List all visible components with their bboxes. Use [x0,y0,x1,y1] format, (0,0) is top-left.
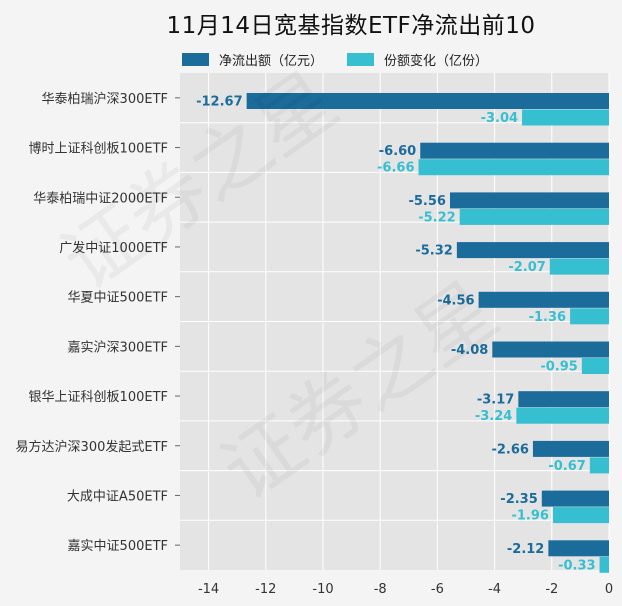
data-label-net-outflow: -5.32 [415,244,452,259]
y-category-label: 华泰柏瑞中证2000ETF [33,191,168,206]
bar-net-outflow [478,291,609,308]
bar-share-change [522,109,609,126]
legend-swatch-share-change [347,52,375,66]
bar-share-change [459,208,609,225]
x-tick-label: -8 [374,582,387,597]
bar-net-outflow [420,142,609,159]
data-label-net-outflow: -12.67 [196,95,243,110]
legend-item-net-outflow: 净流出额（亿元） [182,50,323,69]
chart-title: 11月14日宽基指数ETF净流出前10 [166,13,536,39]
data-label-share-change: -1.96 [511,509,548,524]
bar-net-outflow [492,341,609,358]
data-label-net-outflow: -2.66 [491,442,528,457]
y-category-label: 银华上证科创板100ETF [29,390,168,405]
bar-net-outflow [246,93,609,109]
data-label-net-outflow: -3.17 [477,393,514,408]
y-category-label: 嘉实沪深300ETF [68,339,168,355]
bar-share-change [581,358,609,374]
y-category-label: 易方达沪深300发起式ETF [16,439,168,455]
bar-net-outflow [548,540,609,557]
y-category-label: 广发中证1000ETF [59,240,168,256]
data-label-share-change: -3.04 [481,111,518,126]
bar-share-change [552,507,609,524]
y-category-label: 华夏中证500ETF [68,291,168,306]
data-label-net-outflow: -4.08 [451,343,488,358]
x-tick-label: -14 [198,582,219,597]
x-tick-label: 0 [605,582,613,597]
y-category-label: 华泰柏瑞沪深300ETF [42,91,168,107]
bar-net-outflow [518,391,609,408]
x-tick-label: -4 [488,582,501,597]
x-tick-label: -12 [255,582,276,597]
data-label-share-change: -6.66 [377,161,414,176]
legend: 净流出额（亿元） 份额变化（亿份） [182,48,512,70]
bar-share-change [589,457,609,474]
x-tick-label: -2 [545,582,558,597]
bar-share-change [570,308,609,325]
y-category-label: 大成中证A50ETF [67,489,168,504]
data-label-net-outflow: -2.12 [507,542,544,557]
legend-label-share-change: 份额变化（亿份） [384,53,489,69]
data-label-share-change: -0.95 [540,360,577,375]
data-label-share-change: -5.22 [418,210,455,225]
data-label-net-outflow: -5.56 [408,194,445,209]
bar-share-change [599,556,609,573]
legend-swatch-net-outflow [182,52,209,66]
y-category-label: 嘉实中证500ETF [68,539,168,554]
data-label-net-outflow: -6.60 [379,144,416,159]
data-label-share-change: -3.24 [475,409,512,424]
data-label-share-change: -1.36 [529,310,566,325]
x-tick-label: -6 [431,582,444,597]
data-label-net-outflow: -4.56 [437,293,474,308]
bar-share-change [549,258,609,275]
bar-share-change [418,159,609,176]
y-category-label: 博时上证科创板100ETF [29,142,168,157]
data-label-share-change: -2.07 [508,260,545,275]
data-label-net-outflow: -2.35 [500,492,537,507]
bar-net-outflow [456,242,609,259]
x-tick-label: -10 [312,582,333,597]
data-label-share-change: -0.67 [548,459,585,474]
bar-share-change [516,407,609,424]
bar-net-outflow [532,440,609,457]
legend-label-net-outflow: 净流出额（亿元） [219,53,324,69]
bar-net-outflow [541,490,609,507]
bar-net-outflow [449,192,609,209]
legend-item-share-change: 份额变化（亿份） [347,50,488,69]
data-label-share-change: -0.33 [558,558,595,573]
